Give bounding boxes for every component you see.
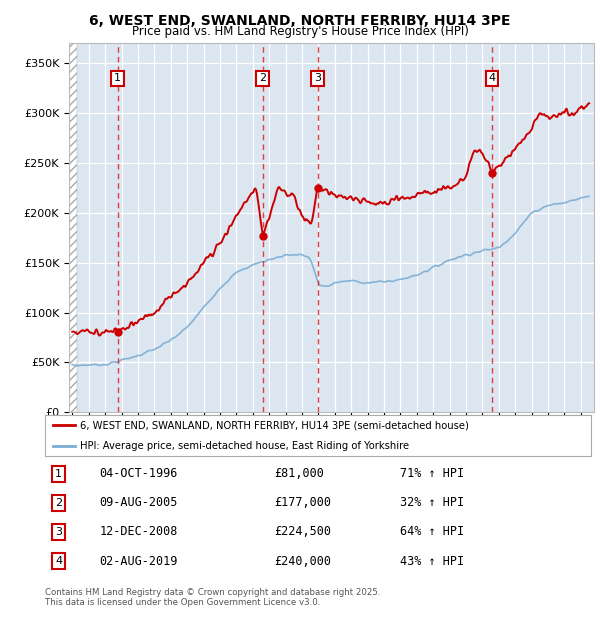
Text: Price paid vs. HM Land Registry's House Price Index (HPI): Price paid vs. HM Land Registry's House … [131, 25, 469, 38]
Text: 3: 3 [55, 527, 62, 537]
Text: 1: 1 [55, 469, 62, 479]
Text: Contains HM Land Registry data © Crown copyright and database right 2025.
This d: Contains HM Land Registry data © Crown c… [45, 588, 380, 607]
Text: 2: 2 [259, 73, 266, 83]
Text: 6, WEST END, SWANLAND, NORTH FERRIBY, HU14 3PE (semi-detached house): 6, WEST END, SWANLAND, NORTH FERRIBY, HU… [80, 420, 469, 430]
Text: 3: 3 [314, 73, 321, 83]
Text: 09-AUG-2005: 09-AUG-2005 [100, 497, 178, 509]
Text: 02-AUG-2019: 02-AUG-2019 [100, 555, 178, 567]
Text: £240,000: £240,000 [274, 555, 331, 567]
Text: 64% ↑ HPI: 64% ↑ HPI [400, 526, 464, 538]
Text: 4: 4 [55, 556, 62, 566]
Text: HPI: Average price, semi-detached house, East Riding of Yorkshire: HPI: Average price, semi-detached house,… [80, 441, 410, 451]
Text: 71% ↑ HPI: 71% ↑ HPI [400, 467, 464, 480]
Polygon shape [69, 43, 77, 412]
Text: 1: 1 [114, 73, 121, 83]
Text: £224,500: £224,500 [274, 526, 331, 538]
Text: 12-DEC-2008: 12-DEC-2008 [100, 526, 178, 538]
Text: 4: 4 [488, 73, 496, 83]
Text: £177,000: £177,000 [274, 497, 331, 509]
Text: 32% ↑ HPI: 32% ↑ HPI [400, 497, 464, 509]
Text: £81,000: £81,000 [274, 467, 324, 480]
Text: 04-OCT-1996: 04-OCT-1996 [100, 467, 178, 480]
Text: 6, WEST END, SWANLAND, NORTH FERRIBY, HU14 3PE: 6, WEST END, SWANLAND, NORTH FERRIBY, HU… [89, 14, 511, 28]
Text: 43% ↑ HPI: 43% ↑ HPI [400, 555, 464, 567]
Text: 2: 2 [55, 498, 62, 508]
